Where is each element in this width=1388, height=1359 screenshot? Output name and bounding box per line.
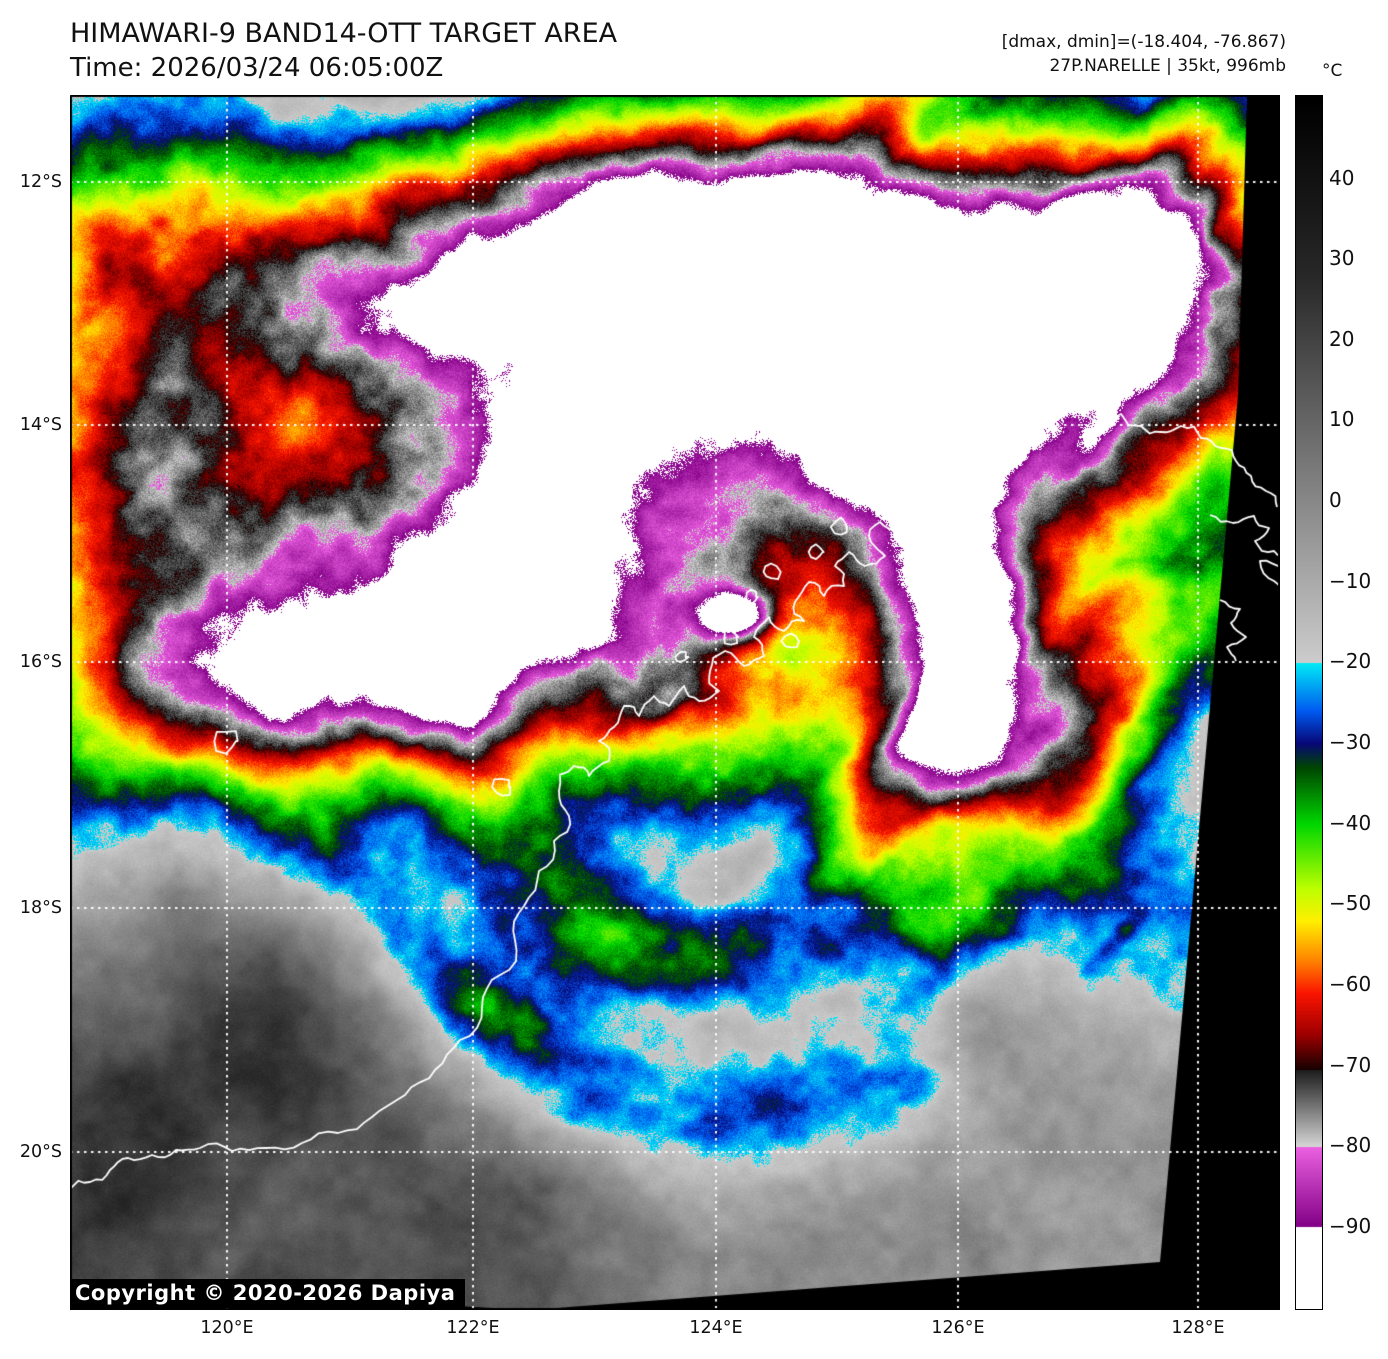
storm-info-annotation: 27P.NARELLE | 35kt, 996mb	[1049, 56, 1286, 76]
colorbar-tick-label: −30	[1329, 730, 1372, 755]
lon-tick-label: 122°E	[446, 1318, 500, 1338]
colorbar-tick-label: −20	[1329, 649, 1372, 674]
colorbar-tick-label: −80	[1329, 1133, 1372, 1158]
lon-tick-label: 126°E	[931, 1318, 985, 1338]
lat-tick-label: 20°S	[19, 1142, 62, 1162]
lat-tick-label: 18°S	[19, 898, 62, 918]
lon-tick-label: 120°E	[200, 1318, 254, 1338]
lon-tick-label: 124°E	[689, 1318, 743, 1338]
figure-subtitle-time: Time: 2026/03/24 06:05:00Z	[70, 53, 444, 83]
colorbar-unit-label: °C	[1322, 61, 1343, 81]
colorbar-tick-label: 10	[1329, 407, 1355, 432]
colorbar-tick-label: 0	[1329, 488, 1342, 513]
lat-tick-label: 12°S	[19, 172, 62, 192]
header-annotations: [dmax, dmin]=(-18.404, -76.867) 27P.NARE…	[1002, 30, 1286, 78]
lat-tick-label: 16°S	[19, 652, 62, 672]
colorbar-tick-label: 30	[1329, 246, 1355, 271]
copyright-watermark: Copyright © 2020-2026 Dapiya	[70, 1279, 466, 1308]
colorbar	[1295, 95, 1323, 1310]
colorbar-tick-label: −10	[1329, 568, 1372, 593]
colorbar-tick-label: 40	[1329, 165, 1355, 190]
satellite-image-canvas	[70, 95, 1280, 1310]
colorbar-tick-label: 20	[1329, 326, 1355, 351]
colorbar-tick-label: −60	[1329, 972, 1372, 996]
dmax-dmin-annotation: [dmax, dmin]=(-18.404, -76.867)	[1001, 32, 1286, 52]
colorbar-tick-label: −40	[1329, 810, 1372, 835]
lon-tick-label: 128°E	[1171, 1318, 1225, 1338]
lat-tick-label: 14°S	[19, 415, 62, 435]
colorbar-tick-label: −90	[1329, 1213, 1372, 1238]
figure-title: HIMAWARI-9 BAND14-OTT TARGET AREA	[70, 18, 618, 49]
colorbar-tick-label: −70	[1329, 1052, 1372, 1077]
colorbar-tick-label: −50	[1329, 891, 1372, 916]
